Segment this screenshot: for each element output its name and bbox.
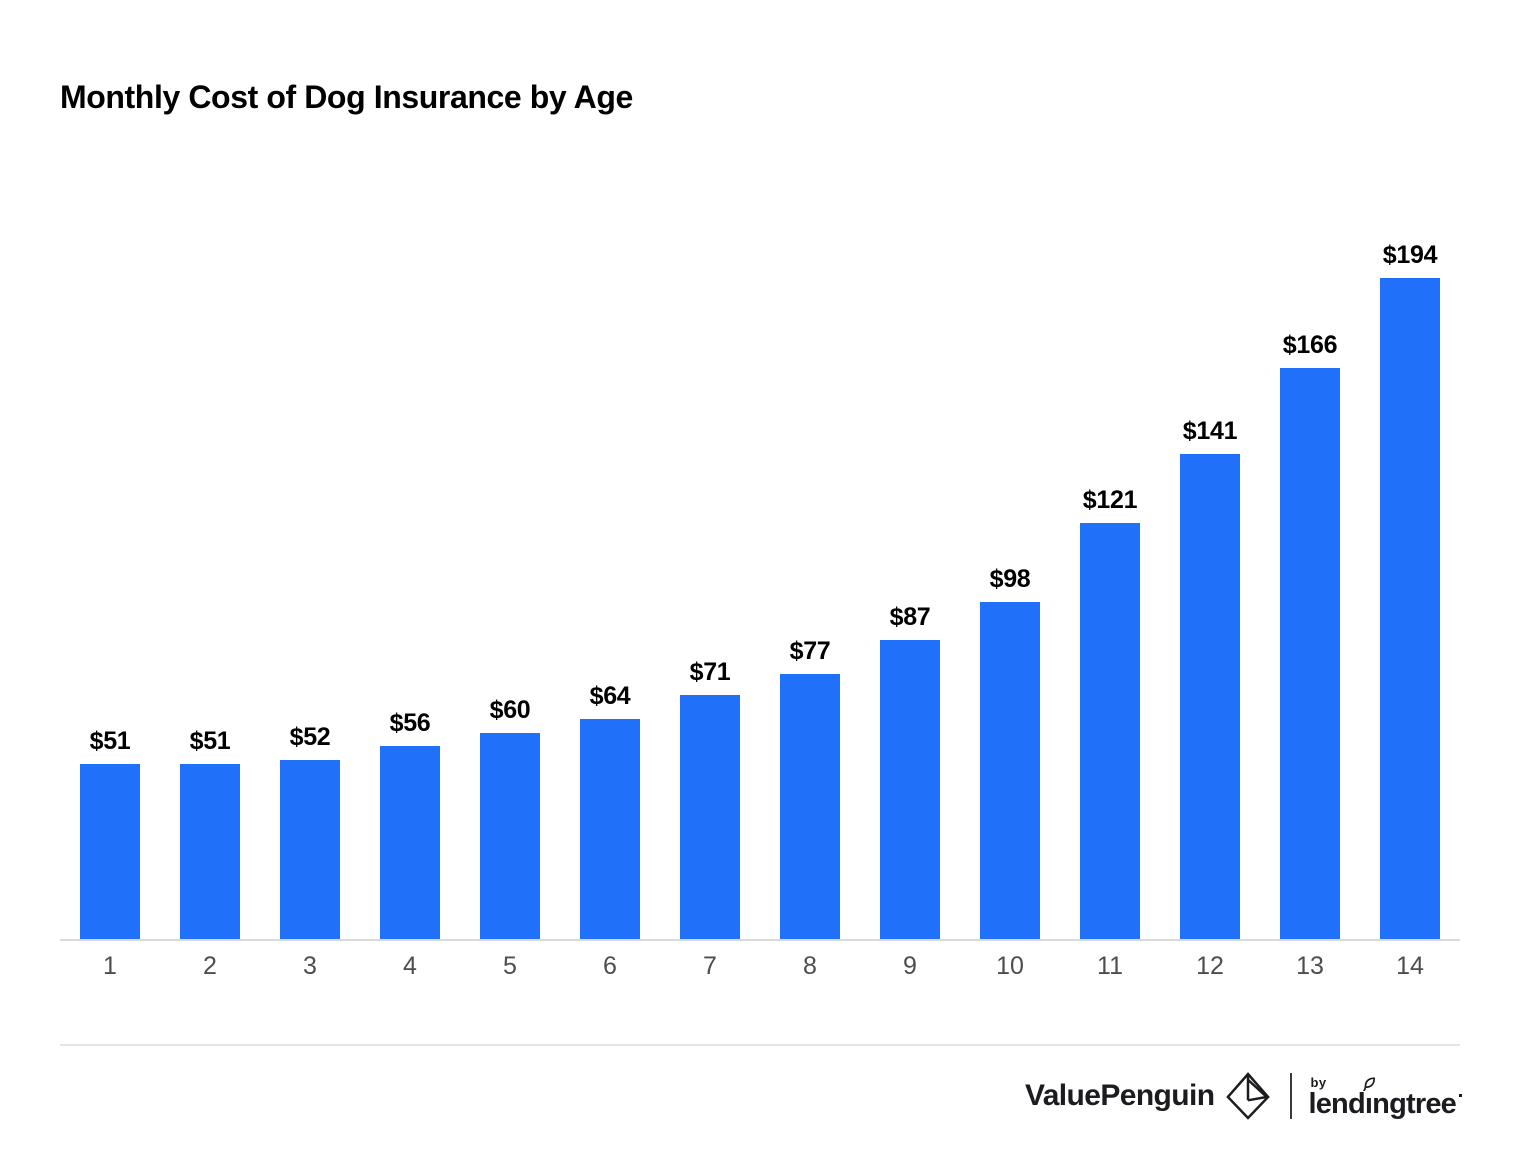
bar-group: $121 (1080, 241, 1140, 939)
bar (780, 674, 840, 939)
bar (880, 639, 940, 939)
bar-value-label: $194 (1382, 241, 1438, 269)
bar-group: $51 (180, 241, 240, 939)
lendingtree-logo: by lendı ngtree (1308, 1074, 1462, 1119)
bar-group: $77 (780, 241, 840, 939)
bar-chart: $51 $51 $52 $56 $60 $64 $71 $77 $87 $98 $121 $141 $1… (60, 241, 1460, 981)
x-tick-label: 13 (1296, 952, 1324, 980)
bar (1080, 522, 1140, 939)
lendingtree-i: ı (1363, 1076, 1375, 1119)
x-tick-label: 9 (903, 952, 917, 980)
plot-area: $51 $51 $52 $56 $60 $64 $71 $77 $87 $98 $121 $141 $1… (60, 241, 1460, 941)
x-tick-label: 7 (703, 952, 717, 980)
bar (1380, 278, 1440, 939)
bar (380, 746, 440, 939)
bar (980, 602, 1040, 939)
bar-group: $166 (1280, 241, 1340, 939)
valuepenguin-penguin-icon (1226, 1072, 1271, 1120)
leaf-icon (1363, 1076, 1375, 1091)
bar-value-label: $98 (989, 565, 1031, 594)
bar-value-label: $60 (489, 695, 531, 724)
bar-value-label: $56 (389, 709, 431, 738)
x-tick-label: 1 (103, 952, 117, 980)
bar-value-label: $141 (1182, 417, 1238, 446)
bar-value-label: $121 (1082, 485, 1138, 514)
x-tick-label: 2 (203, 952, 217, 980)
bar-group: $194 (1380, 241, 1440, 939)
trademark-mark (1459, 1093, 1462, 1097)
bar-group: $64 (580, 241, 640, 939)
x-tick-label: 10 (996, 952, 1024, 980)
lendingtree-wordmark-part: ngtree (1372, 1087, 1457, 1120)
x-tick-label: 3 (303, 952, 317, 980)
bar-value-label: $166 (1282, 331, 1338, 360)
bar (1280, 368, 1340, 939)
x-axis-ticks: 1 2 3 4 5 6 7 8 9 10 11 12 13 14 (60, 952, 1460, 981)
bar-value-label: $51 (189, 726, 231, 755)
bar-value-label: $51 (89, 726, 131, 755)
lendingtree-wordmark: lendı ngtree (1308, 1076, 1462, 1120)
bar-group: $52 (280, 241, 340, 939)
bar (680, 694, 740, 939)
bar (480, 732, 540, 939)
bar-value-label: $77 (789, 637, 831, 666)
bar-group: $51 (80, 241, 140, 939)
bar-group: $56 (380, 241, 440, 939)
valuepenguin-wordmark: ValuePenguin (1024, 1079, 1215, 1112)
x-tick-label: 4 (403, 952, 417, 980)
bar-group: $87 (880, 241, 940, 939)
lendingtree-wordmark-part: lend (1308, 1087, 1365, 1120)
x-tick-label: 8 (803, 952, 817, 980)
x-tick-label: 12 (1196, 952, 1224, 980)
bar (180, 763, 240, 939)
bar (1180, 454, 1240, 939)
logo-divider (1290, 1073, 1293, 1119)
bar-group: $141 (1180, 241, 1240, 939)
bar-group: $60 (480, 241, 540, 939)
lendingtree-by-label: by (1310, 1074, 1327, 1090)
x-tick-label: 14 (1396, 952, 1424, 980)
bar (80, 763, 140, 939)
x-tick-label: 11 (1097, 952, 1123, 980)
bar-group: $71 (680, 241, 740, 939)
footer-separator (60, 1044, 1460, 1046)
bar (280, 760, 340, 939)
bar-value-label: $52 (289, 723, 331, 752)
bar-value-label: $64 (589, 681, 631, 710)
valuepenguin-logo: ValuePenguin (1025, 1072, 1271, 1120)
page-title: Monthly Cost of Dog Insurance by Age (60, 79, 633, 115)
x-tick-label: 5 (503, 952, 517, 980)
footer: ValuePenguin by lendı ngtree (1025, 1072, 1462, 1120)
bar-value-label: $71 (689, 657, 731, 686)
bar (580, 718, 640, 939)
x-tick-label: 6 (603, 952, 617, 980)
bar-group: $98 (980, 241, 1040, 939)
bar-value-label: $87 (889, 602, 931, 631)
